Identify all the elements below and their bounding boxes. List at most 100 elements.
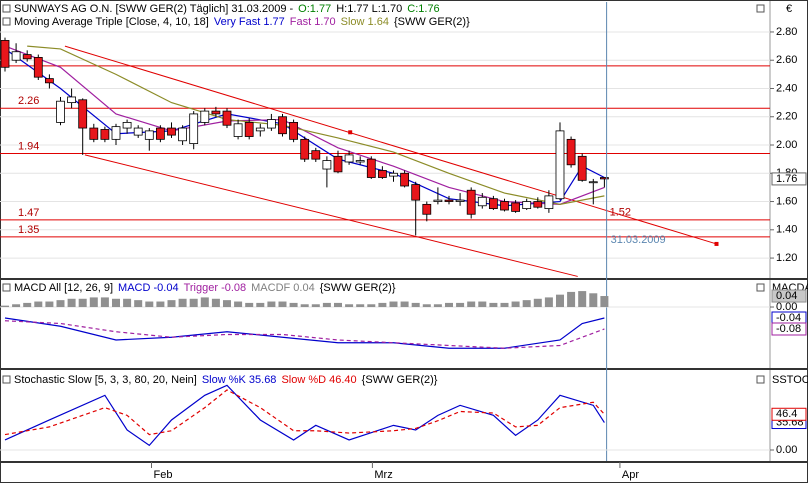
candle-body: [78, 99, 88, 129]
histogram-bar: [456, 302, 465, 308]
x-tick-label: Apr: [622, 469, 639, 481]
histogram-bar: [356, 304, 365, 308]
header-text: {SWW GER(2)}: [362, 374, 438, 386]
series-line: [4, 320, 605, 349]
candle-body: [33, 56, 43, 78]
histogram-bar: [78, 298, 87, 308]
histogram-bar: [422, 304, 431, 308]
histogram-bar: [189, 298, 198, 308]
series-line: [27, 45, 605, 205]
candle-body: [455, 199, 465, 202]
candle-body: [333, 155, 343, 173]
histogram-bar: [411, 302, 420, 308]
histogram-bar: [533, 298, 542, 308]
histogram-bar: [289, 302, 298, 308]
value-tag-box: [771, 407, 807, 421]
candle-body: [144, 130, 154, 140]
trend-line: [64, 45, 717, 245]
panel-separator: [1, 278, 807, 280]
histogram-bar: [578, 291, 587, 308]
histogram-bar: [500, 302, 509, 308]
candle-body: [56, 100, 65, 123]
histogram-bar: [389, 301, 398, 308]
candle-body: [400, 172, 409, 187]
icon: [756, 4, 765, 13]
histogram-bar: [444, 302, 453, 308]
trend-marker: [348, 130, 353, 135]
histogram-bar: [245, 302, 254, 308]
histogram-bar: [123, 298, 132, 308]
header-text: Trigger -0.08: [184, 282, 247, 294]
y-tick-label: 1.20: [776, 252, 797, 264]
level-label: 1.47: [18, 207, 39, 219]
histogram-bar: [544, 297, 553, 308]
trend-line: [84, 154, 578, 277]
candle-body: [566, 138, 576, 166]
histogram-bar: [234, 301, 243, 308]
histogram-bar: [56, 300, 65, 308]
series-line: [4, 45, 605, 205]
histogram-bar: [222, 300, 231, 308]
series-line: [4, 384, 605, 447]
histogram-bar: [333, 302, 342, 308]
series-line: [4, 317, 605, 349]
histogram-bar: [23, 302, 32, 308]
panel: [0, 31, 770, 277]
histogram-bar: [45, 301, 54, 308]
panel: [0, 384, 770, 451]
y-tick-label: 2.60: [776, 54, 797, 66]
candle-body: [377, 170, 387, 178]
candle-body: [411, 184, 421, 201]
histogram-bar: [167, 300, 176, 308]
value-tag-box: [771, 289, 807, 303]
histogram-bar: [300, 304, 309, 308]
candle-body: [0, 40, 10, 68]
candle-body: [11, 51, 21, 61]
histogram-bar: [256, 302, 265, 308]
candle-body: [344, 154, 354, 163]
candle-body: [300, 138, 310, 160]
candle-body: [444, 199, 454, 202]
histogram-bar: [322, 302, 331, 308]
histogram-bar: [567, 291, 576, 308]
candle-body: [244, 122, 254, 137]
axis-name: SSTOC: [772, 374, 808, 386]
histogram-bar: [200, 297, 209, 308]
histogram-bar: [400, 301, 409, 308]
histogram-bar: [100, 297, 109, 308]
y-tick-label: 0.00: [776, 301, 797, 313]
candle-body: [477, 196, 487, 207]
histogram-bar: [278, 301, 287, 308]
icon: [2, 4, 11, 13]
histogram-bar: [433, 304, 442, 308]
histogram-bar: [145, 301, 154, 308]
header-text: O:1.77: [298, 3, 331, 15]
histogram-bar: [589, 293, 598, 308]
histogram-bar: [156, 301, 165, 308]
level-label: 1.35: [18, 224, 39, 236]
candle-body: [222, 110, 232, 126]
candle-body: [22, 54, 32, 60]
value-tag: -0.04: [776, 312, 801, 324]
candle-body: [511, 202, 520, 212]
currency-label: €: [786, 3, 792, 15]
histogram-bar: [367, 304, 376, 308]
histogram-bar: [178, 298, 187, 308]
candle-body: [266, 119, 276, 129]
header-text: {SWW GER(2)}: [320, 282, 396, 294]
histogram-bar: [467, 301, 476, 308]
histogram-bar: [34, 301, 43, 308]
icon: [756, 375, 765, 384]
candle-body: [289, 122, 298, 140]
candle-body: [133, 127, 143, 136]
candle-body: [233, 123, 243, 137]
histogram-bar: [311, 304, 320, 308]
panel-separator: [1, 461, 807, 463]
header-text: Slow 1.64: [341, 16, 389, 28]
histogram-bar: [600, 296, 609, 308]
candle-body: [100, 129, 110, 140]
panel: [0, 291, 770, 349]
x-tick-label: Feb: [154, 469, 173, 481]
candle-body: [322, 160, 332, 170]
trend-value-label: 1.52: [610, 207, 631, 219]
